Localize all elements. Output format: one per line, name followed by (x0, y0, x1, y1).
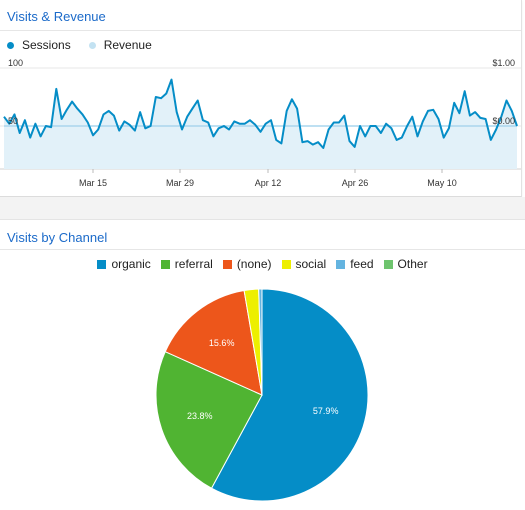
legend-item-other[interactable]: Other (383, 257, 428, 271)
legend-swatch-organic (97, 259, 107, 269)
y-tick-left-100: 100 (8, 58, 23, 68)
pie-label-none: 15.6% (209, 338, 235, 348)
y-tick-right-1: $1.00 (492, 58, 515, 68)
legend-label-revenue: Revenue (103, 38, 152, 52)
title-divider (0, 249, 525, 250)
legend-label-none: (none) (236, 257, 272, 271)
legend-label-social: social (295, 257, 327, 271)
legend-dot-sessions (7, 41, 14, 49)
legend-label-other: Other (397, 257, 428, 271)
legend-item-referral[interactable]: referral (160, 257, 213, 271)
legend-swatch-feed (336, 259, 346, 269)
title-divider (0, 30, 521, 31)
x-tick-may-10: May 10 (427, 178, 457, 188)
pie-label-organic: 57.9% (313, 406, 339, 416)
legend-swatch-other (383, 259, 393, 269)
pie-slice-referral[interactable] (155, 351, 263, 489)
visits-revenue-line-chart: 100 50 $1.00 $0.00 Mar 15 Mar 29 Apr 12 … (0, 58, 521, 188)
line-chart-legend: Sessions Revenue (7, 38, 152, 52)
x-tick-apr-26: Apr 26 (342, 178, 369, 188)
visits-revenue-panel: Visits & Revenue Sessions Revenue 100 50… (0, 0, 522, 197)
pie-slice-none[interactable] (164, 289, 263, 396)
x-tick-apr-12: Apr 12 (255, 178, 282, 188)
legend-label-sessions: Sessions (22, 38, 71, 52)
legend-label-feed: feed (350, 257, 374, 271)
y-tick-right-0: $0.00 (492, 116, 515, 126)
pie-legend: organic referral (none) social feed Othe… (0, 257, 525, 271)
legend-swatch-referral (160, 259, 170, 269)
visits-by-channel-pie-chart: 57.9% 23.8% 15.6% (155, 288, 369, 502)
legend-swatch-none (222, 259, 232, 269)
panel-separator (0, 197, 525, 219)
legend-item-sessions[interactable]: Sessions (7, 38, 71, 52)
legend-item-organic[interactable]: organic (97, 257, 151, 271)
legend-dot-revenue (88, 41, 96, 49)
legend-label-organic: organic (111, 257, 151, 271)
pie-slice-organic[interactable] (210, 288, 369, 502)
y-tick-left-50: 50 (8, 116, 18, 126)
legend-swatch-social (281, 259, 291, 269)
pie-label-referral: 23.8% (187, 411, 213, 421)
legend-item-social[interactable]: social (281, 257, 327, 271)
sessions-area (4, 79, 517, 169)
pie-slice-feed[interactable] (258, 288, 263, 396)
legend-label-referral: referral (174, 257, 213, 271)
legend-item-none[interactable]: (none) (222, 257, 272, 271)
visits-revenue-title: Visits & Revenue (7, 9, 106, 24)
visits-by-channel-title: Visits by Channel (7, 230, 108, 245)
legend-item-feed[interactable]: feed (336, 257, 374, 271)
x-tick-mar-29: Mar 29 (166, 178, 194, 188)
x-tick-mar-15: Mar 15 (79, 178, 107, 188)
legend-item-revenue[interactable]: Revenue (88, 38, 152, 52)
sessions-series-line (3, 78, 518, 149)
